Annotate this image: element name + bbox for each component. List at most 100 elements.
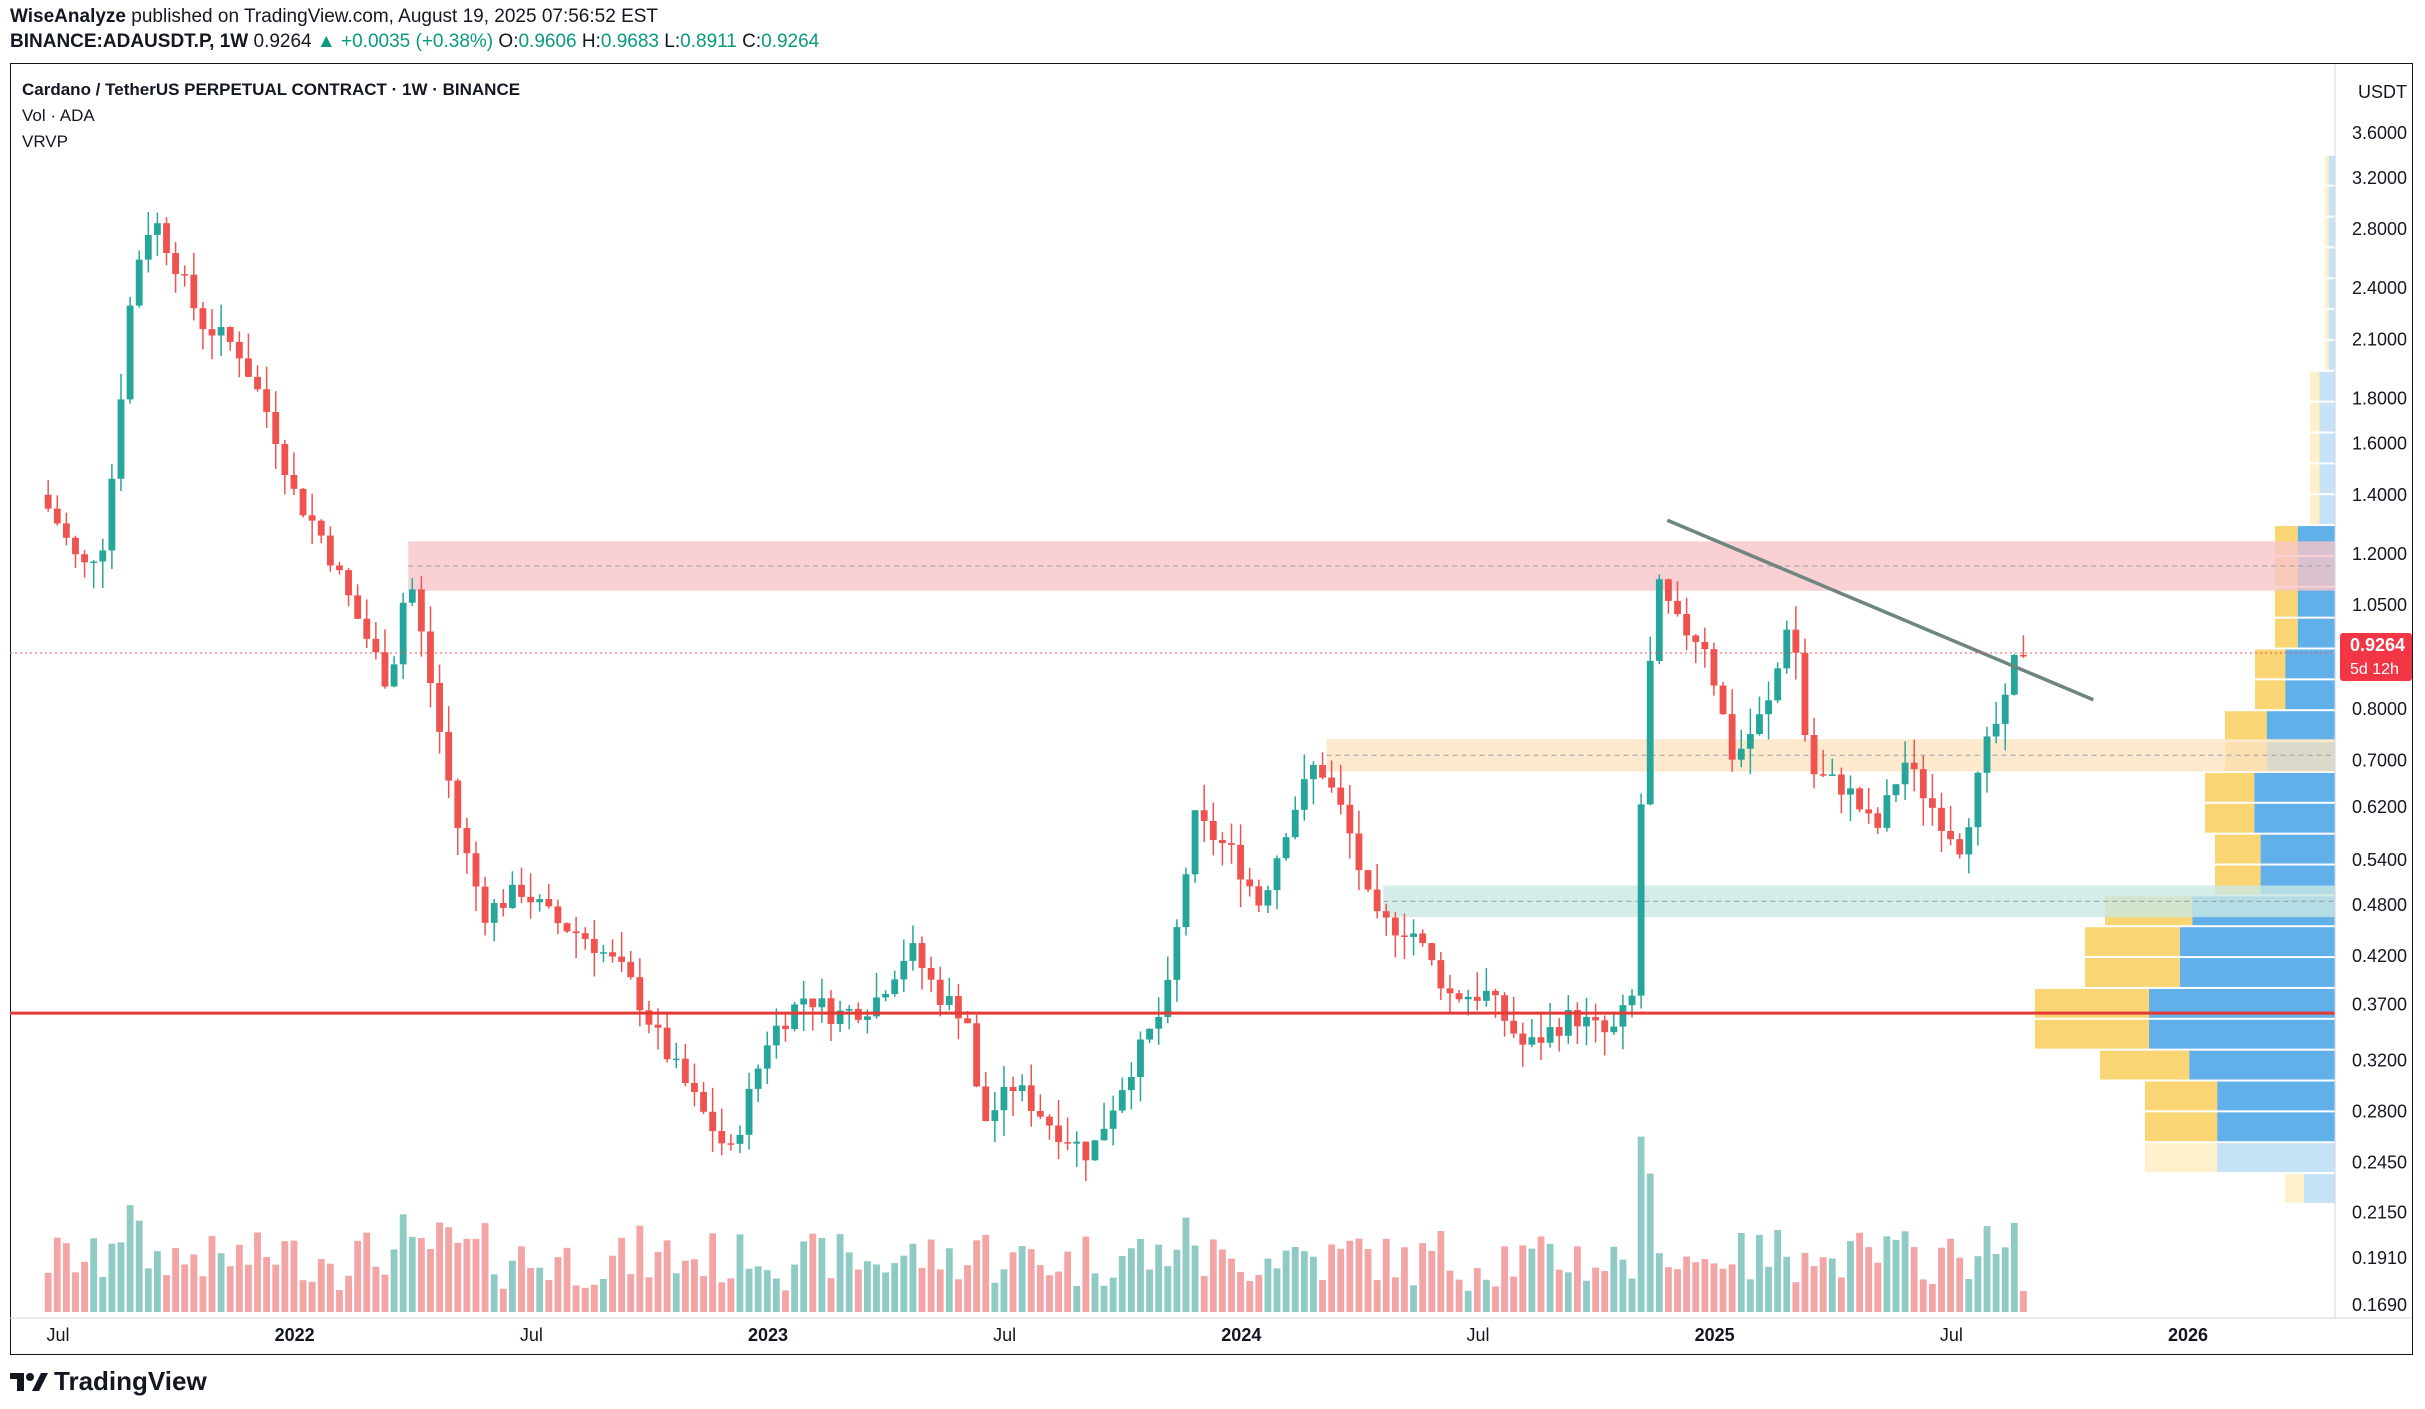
volume-bar [1473, 1268, 1481, 1312]
candle-body [1728, 714, 1736, 760]
volume-bar [1601, 1271, 1609, 1312]
volume-bar [463, 1238, 471, 1312]
volume-bar [818, 1237, 826, 1312]
vp-bar-yellow [2255, 680, 2286, 710]
price-tick-label: 0.8000 [2352, 699, 2407, 719]
candle-body [1765, 700, 1772, 715]
candle-body [1291, 809, 1299, 838]
candle-body [153, 223, 161, 235]
volume-bar [245, 1264, 252, 1312]
volume-bar [235, 1244, 243, 1312]
volume-bar [763, 1270, 771, 1312]
candle-body [1164, 979, 1172, 1017]
candle-body [472, 853, 480, 887]
candle-body [1710, 649, 1718, 686]
candle-body [199, 308, 207, 330]
vp-bar-blue [2328, 186, 2335, 216]
candle-body [1573, 1010, 1581, 1027]
volume-bar [1810, 1266, 1818, 1312]
volume-bar [1164, 1266, 1172, 1312]
volume-bar [1674, 1269, 1681, 1312]
current-price-badge [2340, 633, 2412, 682]
volume-bar [1328, 1244, 1336, 1312]
candle-body [590, 939, 598, 953]
volume-bar [2001, 1247, 2009, 1312]
volume-bar [1901, 1231, 1909, 1312]
volume-bar [1701, 1259, 1709, 1312]
volume-bar [727, 1278, 735, 1312]
volume-bar [1109, 1277, 1117, 1312]
candle-body [1410, 933, 1417, 937]
candle-body [809, 998, 817, 1008]
volume-legend[interactable]: Vol · ADA [22, 106, 95, 125]
candle-body [1137, 1039, 1144, 1077]
volume-bar [1665, 1267, 1672, 1312]
volume-bar [1100, 1285, 1108, 1312]
volume-bar [499, 1288, 507, 1312]
volume-bar [1965, 1279, 1973, 1312]
candle-body [481, 886, 489, 923]
candle-body [518, 884, 525, 897]
volume-bar [563, 1247, 571, 1312]
candle-body [326, 535, 334, 566]
price-tick-label: 0.1910 [2352, 1248, 2407, 1268]
volume-bar [1073, 1286, 1081, 1312]
tradingview-logo-icon [10, 1372, 48, 1391]
vp-bar-yellow [2325, 186, 2329, 216]
volume-bar [672, 1273, 680, 1312]
volume-bar [636, 1225, 644, 1312]
price-tick-label: 0.4200 [2352, 946, 2407, 966]
volume-bar [1173, 1249, 1181, 1312]
volume-bar [290, 1240, 298, 1312]
vp-bar-blue [2319, 464, 2335, 494]
vp-bar-blue [2149, 1019, 2335, 1049]
candle-body [763, 1045, 771, 1069]
candle-body [190, 274, 198, 309]
volume-bar [1564, 1272, 1572, 1312]
candle-body [600, 952, 607, 954]
volume-bar [1938, 1247, 1945, 1312]
vrvp-legend[interactable]: VRVP [22, 132, 68, 151]
volume-bar [90, 1238, 98, 1312]
volume-bar [1646, 1173, 1654, 1312]
volume-bar [1628, 1278, 1636, 1312]
volume-bar [454, 1242, 462, 1312]
volume-bar [891, 1263, 899, 1312]
candle-body [445, 731, 453, 781]
tradingview-brand[interactable]: TradingView [10, 1366, 207, 1397]
candle-body [736, 1134, 744, 1144]
candle-body [1246, 879, 1254, 887]
vp-bar-blue [2328, 217, 2335, 247]
volume-bar [1410, 1285, 1417, 1312]
candle-body [1273, 858, 1281, 891]
candle-body [290, 474, 298, 489]
volume-bar [1555, 1269, 1563, 1312]
candles [44, 211, 2027, 1181]
vp-bar-yellow [2325, 217, 2329, 247]
volume-bar [263, 1257, 271, 1312]
candle-body [1901, 762, 1909, 785]
candle-body [554, 906, 562, 924]
candle-body [263, 389, 271, 412]
volume-bar [1983, 1226, 1991, 1312]
volume-bar [481, 1223, 489, 1312]
candle-body [1200, 810, 1208, 821]
volume-bar [1783, 1256, 1791, 1312]
volume-bar [845, 1252, 853, 1312]
candle-body [1209, 820, 1217, 841]
volume-bar [1792, 1282, 1800, 1312]
volume-bar [1009, 1252, 1017, 1312]
author-name[interactable]: WiseAnalyze [10, 6, 126, 27]
candle-body [882, 993, 890, 998]
time-tick-label: Jul [993, 1325, 1016, 1345]
candle-body [681, 1058, 689, 1083]
volume-bar [854, 1269, 862, 1312]
candle-body [1191, 810, 1199, 875]
candle-body [536, 899, 544, 903]
volume-bar [663, 1240, 671, 1312]
vp-bar-blue [2180, 958, 2335, 987]
chart-legend-title[interactable]: Cardano / TetherUS PERPETUAL CONTRACT · … [22, 80, 521, 99]
candle-body [672, 1058, 680, 1061]
symbol-label[interactable]: BINANCE:ADAUSDT.P, 1W [10, 31, 249, 52]
